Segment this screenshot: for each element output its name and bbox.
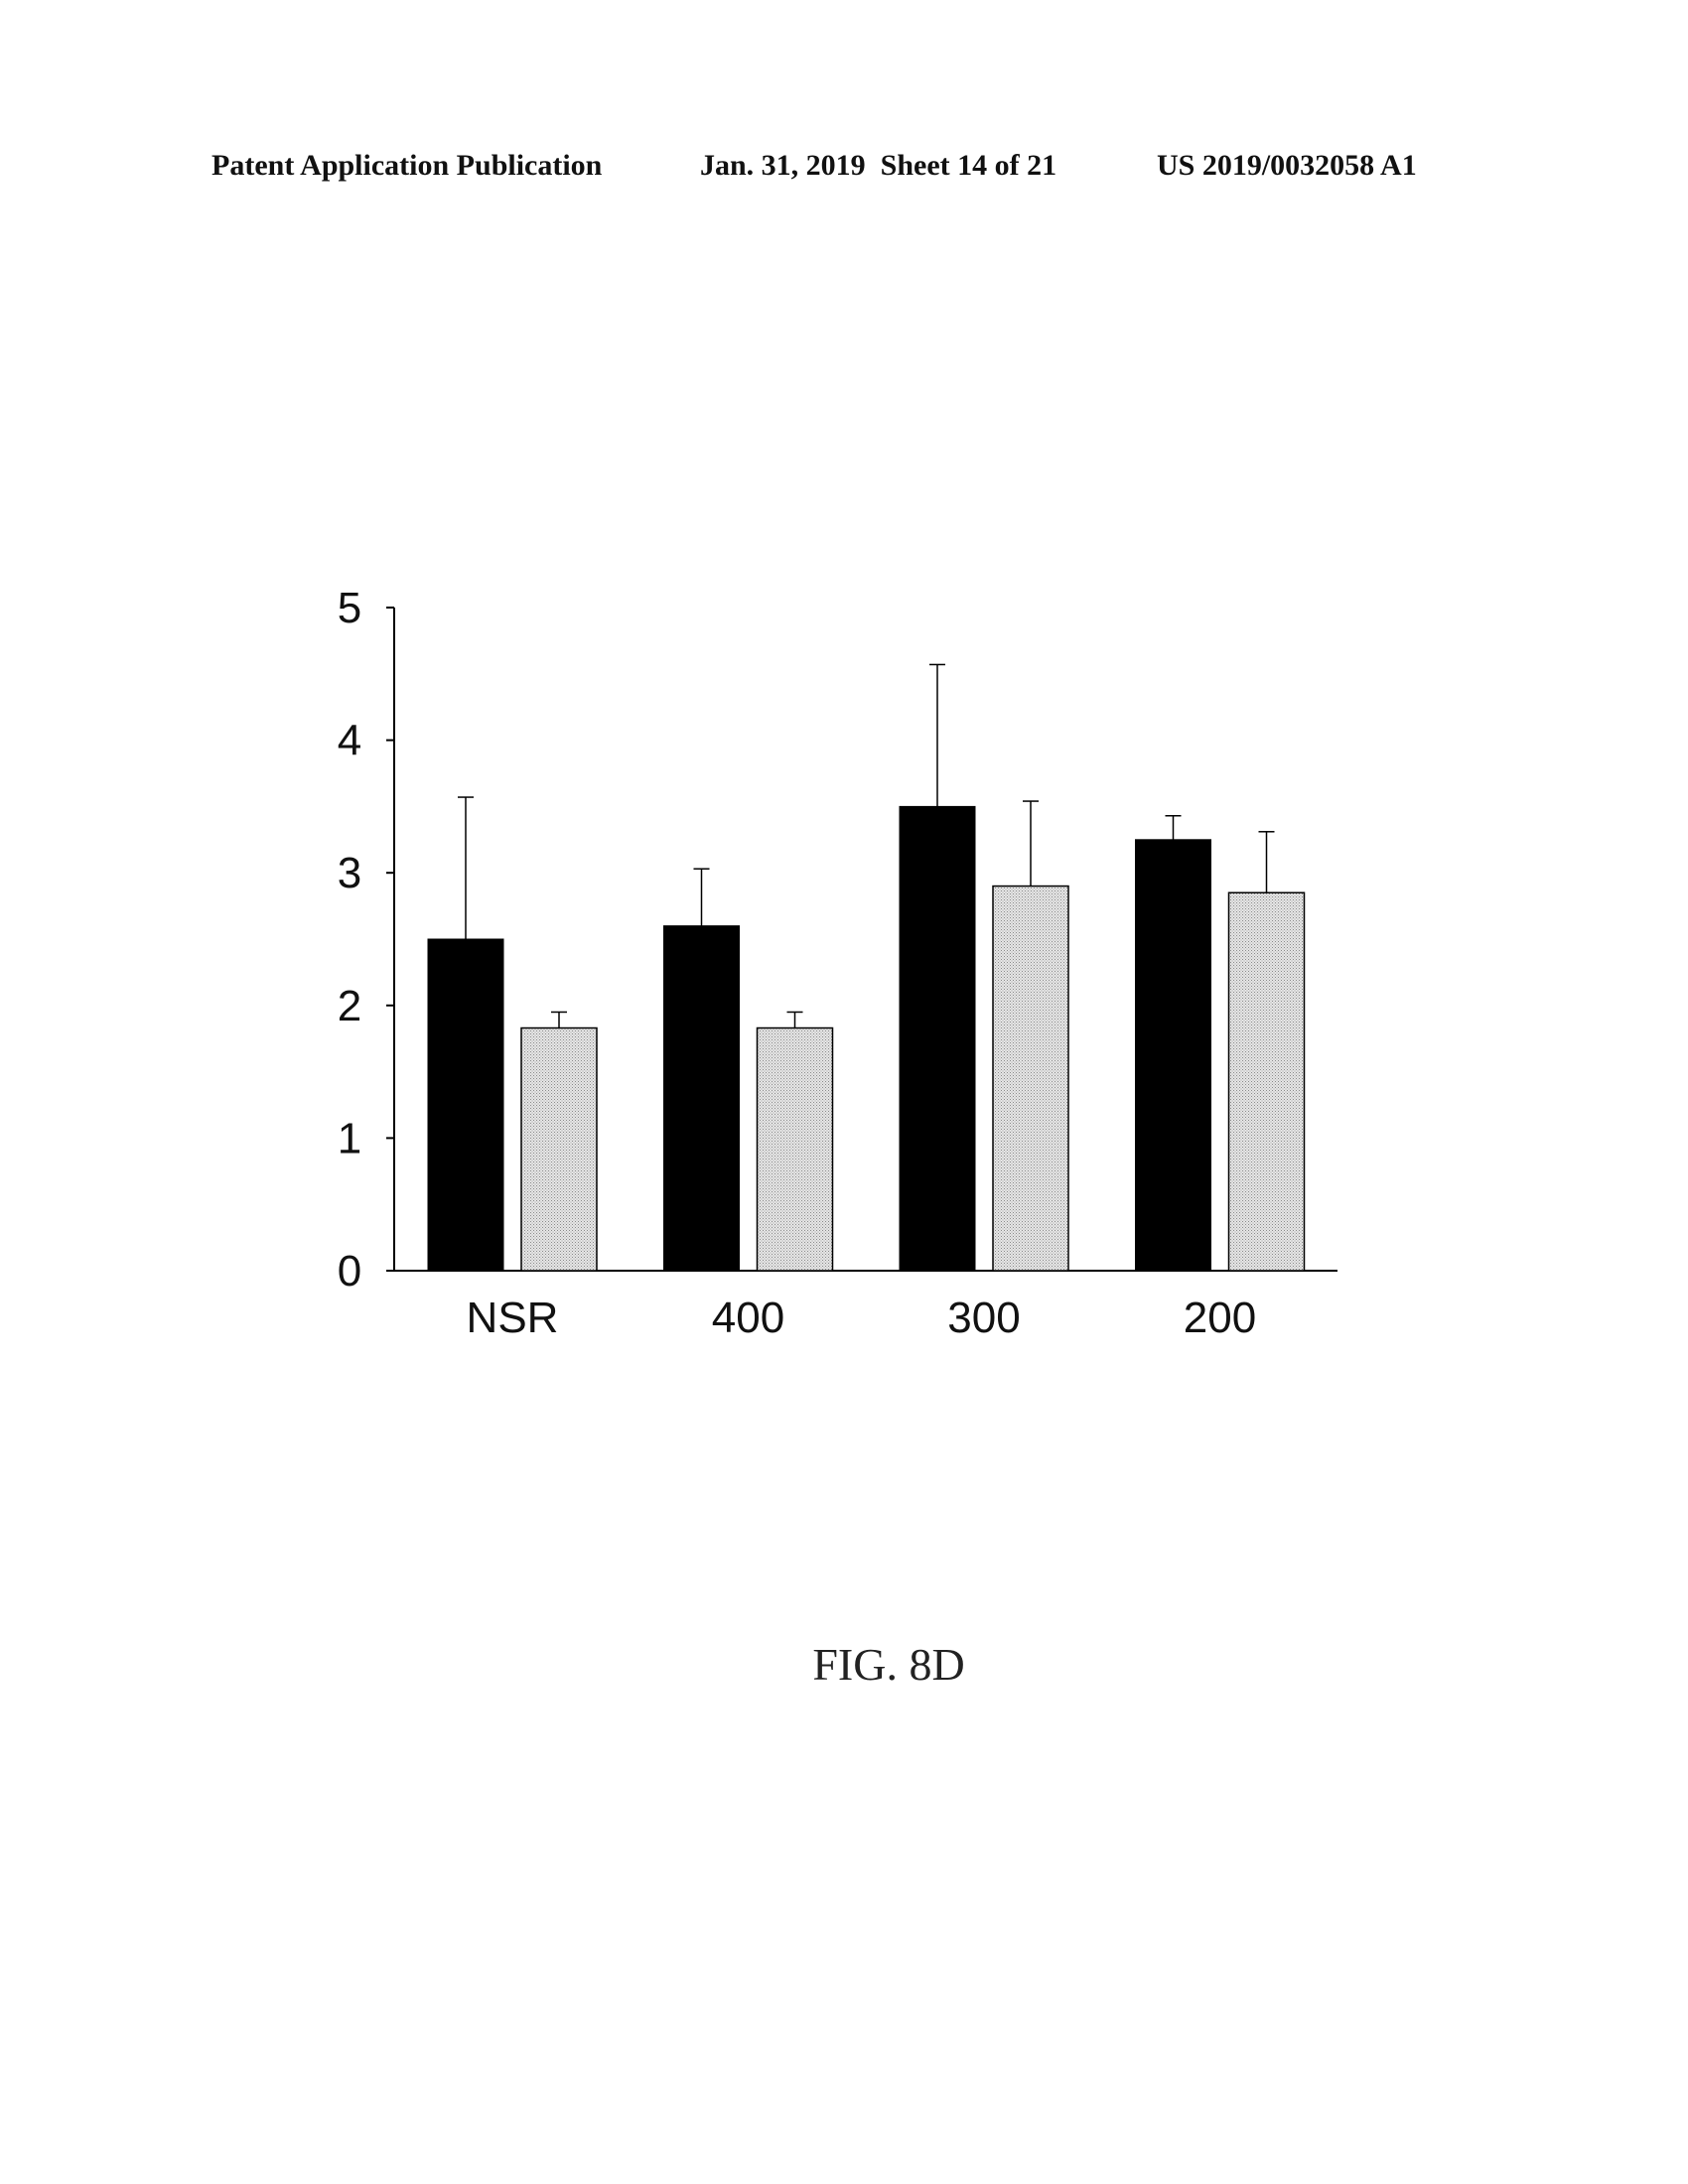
y-tick-label: 2 bbox=[338, 982, 361, 1030]
y-tick-label: 1 bbox=[338, 1114, 361, 1162]
bar-chart: 0 1 2 3 4 5 NSR 400 300 200 bbox=[0, 0, 1688, 1390]
bar-series1 bbox=[428, 939, 503, 1271]
bar-series2 bbox=[993, 887, 1068, 1271]
y-tick-label: 5 bbox=[338, 584, 361, 632]
x-tick-label: 300 bbox=[947, 1294, 1020, 1342]
bar-series1 bbox=[1136, 840, 1211, 1271]
figure-caption: FIG. 8D bbox=[0, 1638, 1688, 1691]
x-tick-label: 400 bbox=[712, 1294, 784, 1342]
y-tick-label: 0 bbox=[338, 1247, 361, 1296]
y-tick-label: 3 bbox=[338, 849, 361, 897]
bar-series1 bbox=[900, 806, 975, 1271]
bar-series1 bbox=[664, 926, 740, 1271]
bar-series2 bbox=[758, 1028, 833, 1271]
bar-series2 bbox=[521, 1028, 597, 1271]
x-tick-label: NSR bbox=[467, 1294, 559, 1342]
figure-label: FIG. 8D bbox=[812, 1638, 964, 1691]
x-tick-label: 200 bbox=[1184, 1294, 1256, 1342]
bar-series2 bbox=[1229, 892, 1305, 1271]
y-tick-label: 4 bbox=[338, 717, 361, 765]
